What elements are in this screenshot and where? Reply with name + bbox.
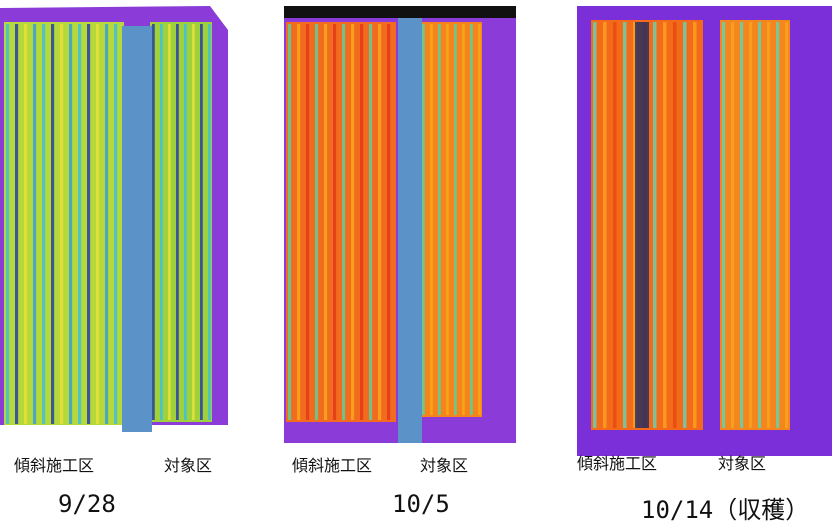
date-caption: 10/5 (392, 490, 450, 518)
ndvi-image-panel-2: 傾斜施工区 対象区 10/5 (280, 0, 520, 518)
date-caption: 9/28 (58, 490, 116, 518)
label-slope-plot: 傾斜施工区 (577, 454, 658, 473)
label-slope-plot: 傾斜施工区 (14, 456, 95, 475)
ndvi-image-panel-3: 傾斜施工区 対象区 10/14（収穫） (575, 0, 832, 524)
label-control-plot: 対象区 (718, 454, 767, 473)
label-control-plot: 対象区 (420, 456, 469, 475)
ndvi-image-panel-1: 傾斜施工区 対象区 9/28 (0, 0, 240, 518)
label-slope-plot: 傾斜施工区 (292, 456, 373, 475)
label-control-plot: 対象区 (164, 456, 213, 475)
ndvi-field-image-10-5 (284, 6, 516, 443)
date-caption: 10/14（収穫） (641, 496, 810, 524)
ndvi-field-image-10-14 (577, 6, 832, 456)
ndvi-field-image-9-28 (0, 6, 228, 432)
